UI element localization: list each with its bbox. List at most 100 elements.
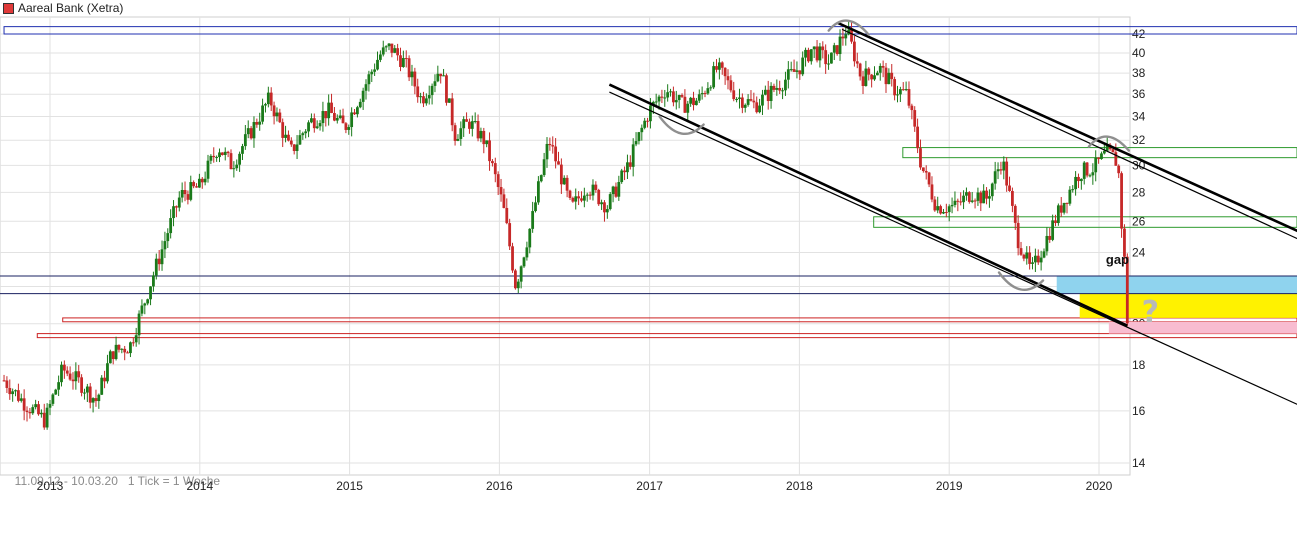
candle-body: [149, 286, 152, 300]
candle-body: [91, 398, 95, 403]
candle-body: [666, 92, 670, 98]
candle-body: [106, 363, 109, 382]
candle-body: [554, 146, 558, 162]
candle-body: [611, 186, 615, 195]
candle-body: [789, 69, 793, 71]
candle-body: [410, 71, 414, 78]
candle-body: [11, 391, 15, 395]
candle-body: [126, 352, 129, 354]
candle-body: [1102, 150, 1106, 154]
candle-body: [1002, 161, 1006, 171]
candle-body: [557, 161, 560, 165]
candle-body: [913, 110, 917, 127]
candle-body: [738, 97, 741, 100]
candle-body: [226, 151, 230, 154]
candle-body: [1091, 172, 1095, 176]
candle-body: [246, 128, 250, 135]
candle-body: [241, 146, 244, 154]
candle-body: [186, 194, 190, 200]
candle-body: [758, 105, 761, 113]
x-tick-label: 2014: [186, 479, 213, 493]
y-tick-label: 34: [1132, 110, 1146, 124]
candle-body: [976, 192, 980, 201]
candle-body: [177, 197, 181, 208]
candle-body: [140, 305, 144, 314]
candle-body: [28, 412, 32, 414]
candle-body: [551, 145, 555, 147]
candle-body: [970, 200, 974, 202]
candle-body: [462, 119, 466, 129]
candle-body: [103, 377, 106, 382]
candle-body: [442, 75, 445, 77]
candle-body: [62, 364, 66, 371]
candle-body: [218, 152, 221, 158]
candle-body: [660, 96, 664, 98]
candle-body: [1114, 152, 1118, 166]
candle-body: [904, 89, 908, 91]
candle-body: [65, 370, 69, 374]
candle-body: [1022, 254, 1026, 259]
candle-body: [261, 105, 264, 122]
candle-body: [514, 270, 517, 289]
candle-body: [422, 96, 425, 104]
candle-body: [669, 91, 672, 93]
candle-body: [456, 138, 460, 141]
candle-body: [875, 72, 879, 76]
candle-body: [321, 111, 325, 124]
candle-body: [376, 59, 379, 70]
candle-body: [755, 102, 759, 113]
candle-body: [51, 394, 55, 404]
candle-body: [445, 75, 448, 103]
candle-body: [643, 120, 647, 128]
candle-body: [844, 34, 848, 39]
candle-body: [278, 112, 282, 123]
candle-body: [22, 398, 26, 411]
candle-body: [571, 197, 575, 202]
candle-body: [1125, 256, 1129, 324]
trend-line: [837, 21, 1297, 233]
candle-body: [1025, 252, 1029, 259]
y-tick-label: 24: [1132, 246, 1146, 260]
candle-body: [16, 390, 20, 401]
candle-body: [68, 373, 72, 380]
candle-body: [361, 90, 365, 102]
candle-body: [562, 177, 566, 185]
candle-body: [921, 167, 925, 172]
candle-body: [85, 386, 89, 393]
candle-body: [1094, 157, 1098, 173]
candle-body: [1071, 189, 1075, 191]
candle-body: [720, 62, 724, 68]
candle-body: [531, 211, 535, 229]
candle-body: [1056, 205, 1060, 224]
candle-body: [947, 206, 951, 213]
candle-body: [25, 410, 29, 413]
candle-body: [574, 196, 578, 202]
candle-body: [1033, 255, 1037, 263]
candle-body: [175, 206, 178, 208]
candle-body: [993, 171, 997, 184]
candle-body: [358, 101, 362, 108]
candle-body: [387, 43, 391, 47]
y-tick-label: 18: [1132, 358, 1146, 372]
candle-body: [979, 192, 983, 204]
candle-body: [792, 69, 796, 72]
candle-body: [542, 159, 546, 176]
candle-body: [568, 190, 572, 198]
candle-body: [1016, 222, 1020, 249]
candle-body: [726, 76, 730, 81]
candle-body: [275, 112, 279, 117]
candle-body: [565, 177, 569, 191]
candle-body: [499, 187, 503, 195]
candle-body: [887, 72, 891, 85]
candle-body: [34, 404, 38, 408]
candle-body: [769, 85, 773, 102]
candle-body: [169, 218, 173, 234]
hand-drawn-arc: [1087, 135, 1131, 152]
trend-line: [609, 91, 1297, 405]
candle-body: [324, 111, 328, 119]
candle-body: [907, 89, 911, 106]
candle-body: [330, 102, 333, 113]
candle-body: [812, 46, 816, 50]
candle-body: [614, 186, 618, 197]
candle-body: [890, 72, 894, 80]
